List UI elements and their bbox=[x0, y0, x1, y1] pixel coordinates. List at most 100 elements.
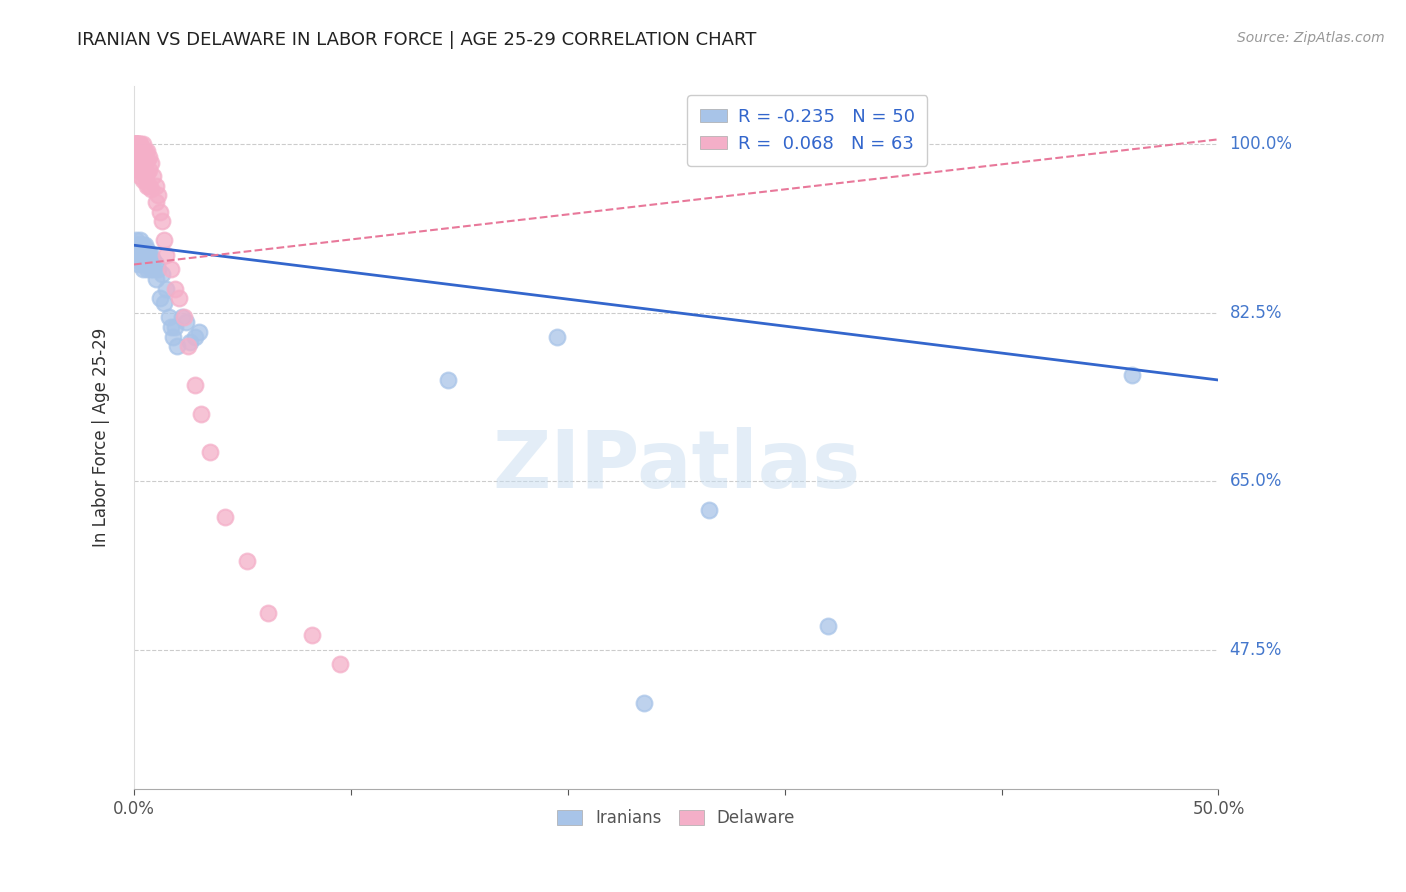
Point bbox=[134, 169, 156, 183]
Point bbox=[136, 153, 159, 168]
Point bbox=[329, 657, 352, 671]
Point bbox=[131, 262, 153, 277]
Point bbox=[131, 144, 153, 158]
Point bbox=[166, 339, 188, 353]
Point bbox=[131, 248, 153, 262]
Point bbox=[173, 310, 195, 325]
Point bbox=[633, 696, 655, 710]
Point bbox=[142, 252, 165, 267]
Point bbox=[169, 291, 191, 305]
Point bbox=[125, 144, 148, 158]
Point bbox=[136, 262, 159, 277]
Point bbox=[872, 146, 894, 161]
Point bbox=[129, 144, 152, 158]
Point bbox=[190, 407, 212, 421]
Point bbox=[159, 262, 181, 277]
Point bbox=[136, 144, 159, 158]
Legend: Iranians, Delaware: Iranians, Delaware bbox=[551, 802, 801, 834]
Point bbox=[127, 238, 149, 252]
Point bbox=[125, 238, 148, 252]
Point bbox=[134, 144, 156, 158]
Point bbox=[127, 150, 149, 164]
Point bbox=[127, 144, 149, 158]
Point bbox=[127, 163, 149, 178]
Text: ZIPatlas: ZIPatlas bbox=[492, 427, 860, 505]
Point bbox=[131, 258, 153, 272]
Point bbox=[153, 234, 176, 248]
Point bbox=[146, 262, 169, 277]
Text: Source: ZipAtlas.com: Source: ZipAtlas.com bbox=[1237, 31, 1385, 45]
Point bbox=[129, 140, 152, 154]
Text: 82.5%: 82.5% bbox=[1230, 303, 1282, 322]
Point bbox=[136, 243, 159, 257]
Point bbox=[134, 150, 156, 164]
Point bbox=[129, 238, 152, 252]
Text: 65.0%: 65.0% bbox=[1230, 472, 1282, 490]
Point bbox=[138, 178, 160, 193]
Point bbox=[138, 248, 160, 262]
Point bbox=[142, 169, 165, 183]
Point bbox=[149, 204, 172, 219]
Y-axis label: In Labor Force | Age 25-29: In Labor Force | Age 25-29 bbox=[93, 328, 110, 548]
Point bbox=[183, 329, 205, 343]
Point bbox=[146, 188, 169, 202]
Point bbox=[125, 140, 148, 154]
Point bbox=[129, 243, 152, 257]
Point bbox=[142, 262, 165, 277]
Point bbox=[301, 628, 323, 642]
Point bbox=[136, 166, 159, 180]
Point bbox=[127, 258, 149, 272]
Point bbox=[149, 291, 172, 305]
Point bbox=[134, 238, 156, 252]
Point bbox=[235, 554, 257, 568]
Point bbox=[138, 150, 160, 164]
Point bbox=[131, 238, 153, 252]
Point bbox=[138, 258, 160, 272]
Point bbox=[129, 163, 152, 178]
Point bbox=[141, 156, 163, 170]
Point bbox=[134, 248, 156, 262]
Point bbox=[177, 339, 200, 353]
Point bbox=[129, 150, 152, 164]
Point bbox=[214, 509, 236, 524]
Point bbox=[141, 262, 163, 277]
Point bbox=[129, 252, 152, 267]
Point bbox=[136, 252, 159, 267]
Point bbox=[125, 137, 148, 152]
Point bbox=[145, 258, 167, 272]
Point bbox=[129, 234, 152, 248]
Point bbox=[141, 248, 163, 262]
Point bbox=[697, 503, 720, 517]
Text: IRANIAN VS DELAWARE IN LABOR FORCE | AGE 25-29 CORRELATION CHART: IRANIAN VS DELAWARE IN LABOR FORCE | AGE… bbox=[77, 31, 756, 49]
Point bbox=[125, 137, 148, 152]
Text: 47.5%: 47.5% bbox=[1230, 640, 1282, 658]
Point bbox=[131, 173, 153, 187]
Point bbox=[125, 137, 148, 152]
Point bbox=[145, 272, 167, 286]
Point bbox=[1121, 368, 1143, 383]
Point bbox=[136, 178, 159, 193]
Point bbox=[131, 163, 153, 178]
Point bbox=[170, 310, 193, 325]
Point bbox=[129, 137, 152, 152]
Text: 100.0%: 100.0% bbox=[1230, 135, 1292, 153]
Point bbox=[257, 606, 280, 620]
Point bbox=[157, 310, 180, 325]
Point bbox=[125, 137, 148, 152]
Point bbox=[150, 267, 173, 281]
Point bbox=[145, 194, 167, 209]
Point bbox=[129, 169, 152, 183]
Point bbox=[437, 373, 460, 387]
Point bbox=[127, 137, 149, 152]
Point bbox=[165, 320, 187, 334]
Point bbox=[138, 163, 160, 178]
Point bbox=[162, 329, 184, 343]
Point bbox=[155, 281, 177, 295]
Point bbox=[159, 320, 181, 334]
Point bbox=[127, 252, 149, 267]
Point bbox=[129, 156, 152, 170]
Point bbox=[145, 178, 167, 193]
Point bbox=[155, 248, 177, 262]
Point bbox=[125, 234, 148, 248]
Point bbox=[125, 137, 148, 152]
